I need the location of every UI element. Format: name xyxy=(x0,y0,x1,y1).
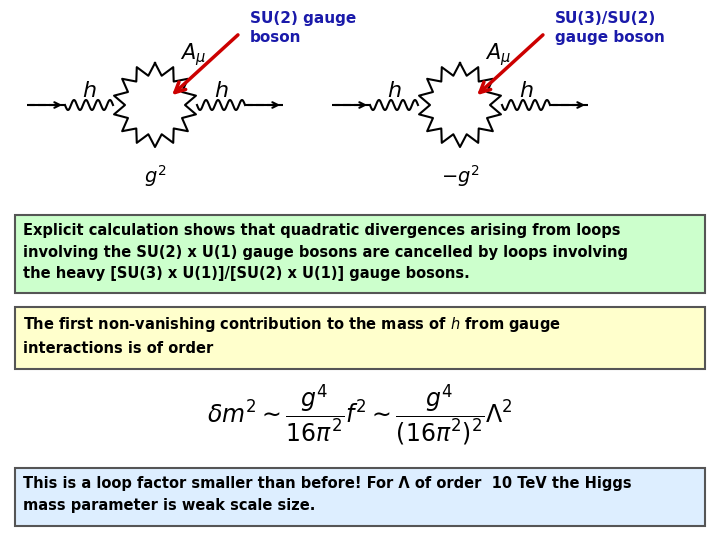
Text: $h$: $h$ xyxy=(518,81,534,101)
Text: Explicit calculation shows that quadratic divergences arising from loops
involvi: Explicit calculation shows that quadrati… xyxy=(23,223,628,281)
Text: $h$: $h$ xyxy=(387,81,401,101)
FancyBboxPatch shape xyxy=(15,307,705,369)
Text: $A_\mu$: $A_\mu$ xyxy=(485,41,511,68)
FancyBboxPatch shape xyxy=(15,215,705,293)
Text: The first non-vanishing contribution to the mass of $h$ from gauge
interactions : The first non-vanishing contribution to … xyxy=(23,315,561,356)
Text: This is a loop factor smaller than before! For Λ of order  10 TeV the Higgs
mass: This is a loop factor smaller than befor… xyxy=(23,476,631,512)
Text: $g^2$: $g^2$ xyxy=(144,163,166,189)
Text: $A_\mu$: $A_\mu$ xyxy=(180,41,206,68)
Text: $h$: $h$ xyxy=(214,81,228,101)
Text: $-g^2$: $-g^2$ xyxy=(441,163,480,189)
Text: $\delta m^2 \sim \dfrac{g^4}{16\pi^2} f^2 \sim \dfrac{g^4}{(16\pi^2)^2} \Lambda^: $\delta m^2 \sim \dfrac{g^4}{16\pi^2} f^… xyxy=(207,382,513,448)
Text: SU(3)/SU(2)
gauge boson: SU(3)/SU(2) gauge boson xyxy=(555,11,665,45)
Text: $h$: $h$ xyxy=(81,81,96,101)
Text: SU(2) gauge
boson: SU(2) gauge boson xyxy=(250,11,356,45)
FancyBboxPatch shape xyxy=(15,468,705,526)
